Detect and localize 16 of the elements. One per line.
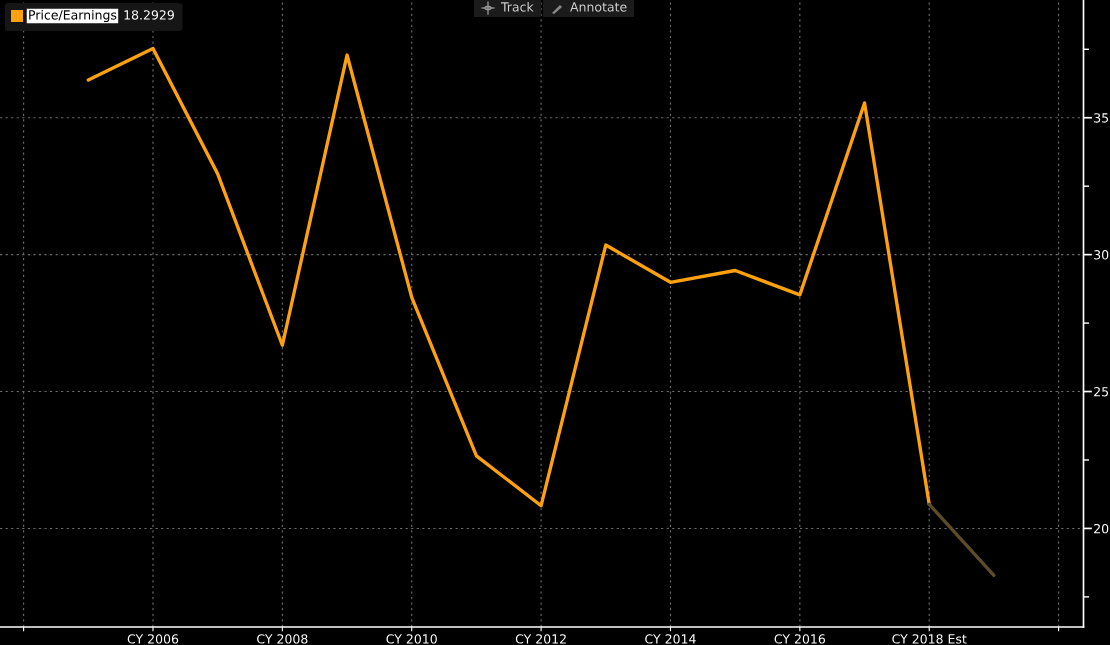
annotation: Annotate bbox=[570, 2, 627, 12]
y-tick-label: 30 bbox=[1094, 250, 1109, 260]
x-tick-label: CY 2018 Est bbox=[892, 634, 967, 644]
x-tick-label: CY 2008 bbox=[257, 634, 308, 644]
annotation: 18.2929 bbox=[124, 10, 174, 20]
x-tick-label: CY 2012 bbox=[515, 634, 566, 644]
line-series bbox=[86, 46, 931, 508]
x-tick-label: CY 2006 bbox=[127, 634, 179, 644]
y-tick-label: 20 bbox=[1094, 523, 1109, 534]
annotation: Track bbox=[500, 1, 534, 12]
x-tick-label: CY 2010 bbox=[386, 634, 437, 644]
x-tick-label: CY 2014 bbox=[645, 634, 696, 644]
y-tick-label: 35 bbox=[1094, 113, 1109, 123]
y-tick-label: 25 bbox=[1094, 387, 1109, 397]
legend-label: Price/Earnings bbox=[29, 9, 117, 23]
x-tick-label: CY 2016 bbox=[774, 634, 826, 644]
